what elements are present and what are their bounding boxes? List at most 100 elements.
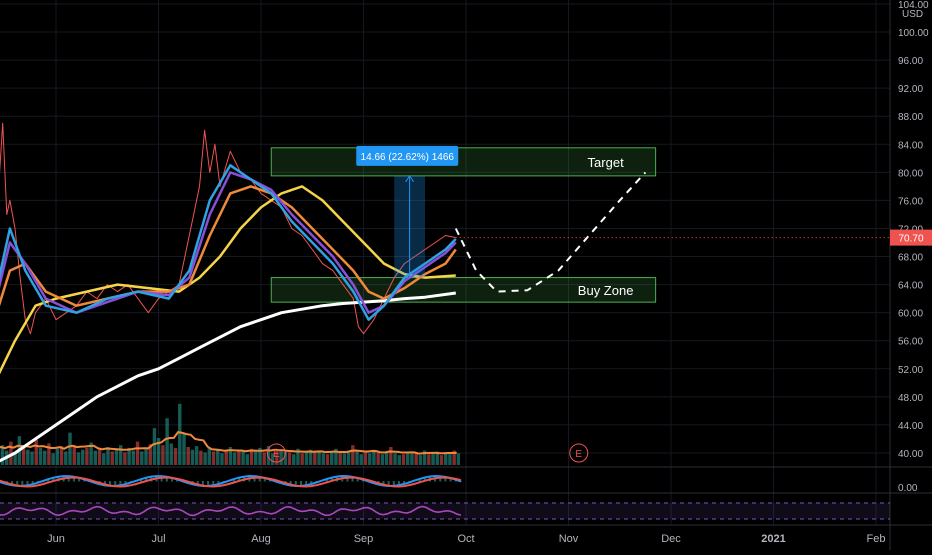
volume-bar xyxy=(216,448,220,465)
x-tick-label: Nov xyxy=(559,533,579,545)
volume-bar xyxy=(389,447,393,465)
volume-bar xyxy=(372,449,376,465)
macd-histogram-bar xyxy=(176,479,179,482)
volume-bar xyxy=(406,451,410,465)
macd-histogram-bar xyxy=(217,481,220,485)
volume-bar xyxy=(317,450,321,465)
zone-box[interactable] xyxy=(270,147,657,177)
volume-bar xyxy=(51,453,55,465)
indicator-panels xyxy=(0,474,890,520)
volume-bar xyxy=(211,451,216,465)
volume-bar xyxy=(203,452,207,465)
x-tick-label: Feb xyxy=(867,533,886,545)
macd-histogram-bar xyxy=(258,476,261,482)
volume-bar xyxy=(114,449,119,465)
macd-histogram-bar xyxy=(238,477,241,482)
macd-histogram-bar xyxy=(114,481,117,487)
macd-histogram-bar xyxy=(232,479,235,482)
volume-bar xyxy=(275,449,279,465)
axes: 104.00 100.00 96.00 92.00 88.00 84.00 80.00 76.… xyxy=(47,0,932,545)
y-tick-label: 56.00 xyxy=(898,337,923,348)
volume-bar xyxy=(258,447,262,465)
x-tick-label: Aug xyxy=(251,533,271,545)
volume-bar xyxy=(0,445,5,465)
macd-histogram-bar xyxy=(418,478,421,482)
volume-bar xyxy=(334,448,338,465)
volume-bar xyxy=(435,451,439,465)
volume-bar xyxy=(330,451,334,465)
price-line xyxy=(0,122,456,335)
volume-bar xyxy=(384,452,389,465)
volume-bar xyxy=(401,454,406,465)
volume-bar xyxy=(30,451,34,465)
y-tick-label: 84.00 xyxy=(898,140,923,151)
y-tick-label: 96.00 xyxy=(898,56,923,67)
macd-histogram-bar xyxy=(31,481,34,485)
macd-histogram-bar xyxy=(263,477,266,482)
macd-histogram-bar xyxy=(325,479,328,482)
macd-histogram-bar xyxy=(330,477,333,482)
volume-bars xyxy=(0,403,461,465)
volume-bar xyxy=(156,438,161,465)
volume-bar xyxy=(42,450,47,465)
volume-bar xyxy=(439,455,444,465)
volume-bar xyxy=(452,450,456,465)
volume-bar xyxy=(182,433,186,465)
x-tick-label: Oct xyxy=(457,533,474,545)
volume-bar xyxy=(72,445,76,465)
rsi-line xyxy=(0,505,462,517)
zone-label: Buy Zone xyxy=(578,283,634,298)
volume-bar xyxy=(68,432,72,465)
x-tick-label: Dec xyxy=(661,533,681,545)
volume-bar xyxy=(456,453,461,465)
volume-bar xyxy=(418,455,423,465)
volume-bar xyxy=(287,452,292,465)
volume-bar xyxy=(199,450,203,465)
volume-bar xyxy=(127,447,131,465)
last-price-badge xyxy=(890,229,932,246)
volume-bar xyxy=(178,403,182,465)
volume-bar xyxy=(220,453,224,465)
macd-histogram-bar xyxy=(346,476,349,482)
macd-histogram-bar xyxy=(21,481,24,487)
y-tick-label: 100.00 xyxy=(898,28,929,39)
volume-bar xyxy=(359,454,363,465)
volume-bar xyxy=(38,447,43,465)
volume-bar xyxy=(393,453,397,465)
macd-histogram-bar xyxy=(397,481,400,486)
macd-histogram-bar xyxy=(170,477,173,482)
volume-bar xyxy=(190,449,195,465)
earnings-marker[interactable] xyxy=(266,443,286,463)
x-tick-label: 2021 xyxy=(761,533,785,545)
macd-histogram-bar xyxy=(165,476,168,482)
volume-bar xyxy=(131,450,136,465)
macd-histogram-bar xyxy=(299,481,302,487)
volume-bar xyxy=(410,453,414,465)
volume-bar xyxy=(232,452,237,465)
y-tick-label: 76.00 xyxy=(898,196,923,207)
macd-histogram-bar xyxy=(403,481,406,485)
volume-bar xyxy=(338,452,342,465)
x-tick-label: Jun xyxy=(47,533,65,545)
volume-ma-line xyxy=(0,431,457,455)
macd-histogram-bar xyxy=(72,476,75,482)
y-tick-label: 104.00 xyxy=(898,0,929,11)
measure-tool[interactable]: 14.66 (22.62%) 1466 xyxy=(356,145,459,278)
volume-bar xyxy=(346,450,351,465)
volume-bar xyxy=(448,454,452,465)
macd-histogram-bar xyxy=(145,477,148,482)
currency-label: USD xyxy=(902,9,923,20)
zone-box[interactable] xyxy=(270,277,657,303)
macd-histogram-bar xyxy=(387,481,390,487)
macd-histogram-bar xyxy=(67,476,70,482)
volume-bar xyxy=(194,446,199,465)
volume-bar xyxy=(64,451,68,465)
ma-fast-line xyxy=(0,164,457,321)
macd-histogram-bar xyxy=(207,481,210,487)
measure-arrow-head xyxy=(405,174,415,183)
volume-bar xyxy=(414,452,418,465)
volume-bar xyxy=(85,447,89,465)
earnings-marker[interactable] xyxy=(569,443,589,463)
